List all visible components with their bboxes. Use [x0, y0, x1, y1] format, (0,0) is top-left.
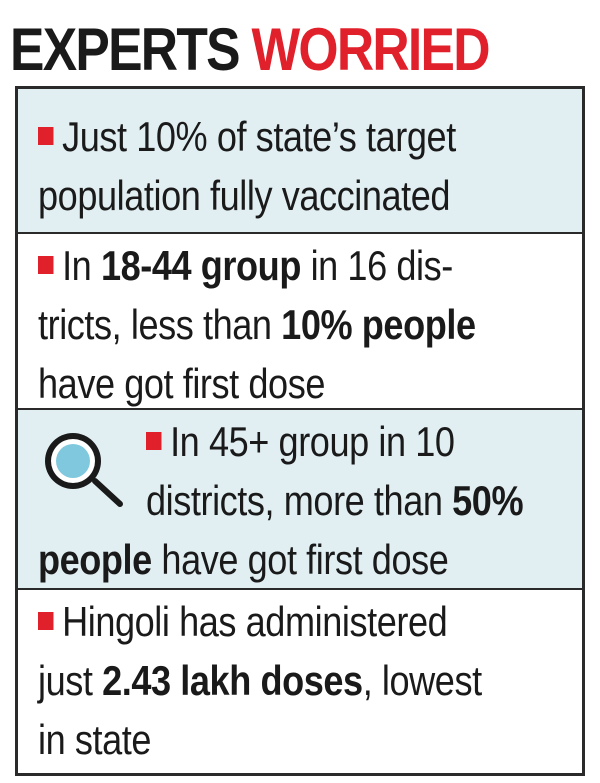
text-segment: In	[62, 242, 101, 289]
fact-item-1-line-2: population fully vaccinated	[38, 172, 451, 219]
fact-item-2: In 18-44 group in 16 dis- tricts, less t…	[18, 234, 582, 408]
page-title: EXPERTS WORRIED	[10, 20, 491, 86]
fact-item-4-line-1: Hingoli has administered	[38, 592, 582, 651]
fact-item-2-text: In 18-44 group in 16 dis- tricts, less t…	[38, 236, 582, 413]
text-segment: in 16 dis-	[300, 242, 454, 289]
fact-item-4: Hingoli has administered just 2.43 lakh …	[18, 590, 582, 773]
divider	[18, 588, 582, 590]
fact-item-4-line-2: just 2.43 lakh doses, lowest	[38, 651, 582, 710]
fact-item-4-line-3: in state	[38, 716, 152, 763]
fact-item-4-text: Hingoli has administered just 2.43 lakh …	[38, 592, 582, 769]
text-bold: 50%	[452, 477, 524, 524]
fact-item-1: Just 10% of state’s target population fu…	[18, 89, 582, 232]
fact-item-1-line-1: Just 10% of state’s target	[38, 107, 582, 166]
fact-item-2-line-1: In 18-44 group in 16 dis-	[38, 236, 582, 295]
header: EXPERTS WORRIED	[10, 6, 592, 86]
text-bold: 2.43 lakh doses	[102, 657, 363, 704]
text-bold: 18-44 group	[100, 242, 301, 289]
fact-item-4-line-1-text: Hingoli has administered	[62, 598, 448, 645]
bullet-icon	[38, 612, 54, 630]
fact-item-1-line-1-text: Just 10% of state’s target	[62, 113, 456, 160]
title-worried: WORRIED	[251, 16, 490, 83]
bullet-icon	[146, 432, 162, 450]
magnifier-icon	[45, 433, 123, 507]
text-segment: tricts, less than	[38, 301, 282, 348]
text-segment: have got first dose	[151, 536, 449, 583]
text-segment: just	[38, 657, 103, 704]
fact-item-2-line-3: have got first dose	[38, 360, 325, 407]
fact-item-3-line-2: districts, more than 50%	[146, 471, 582, 530]
divider	[18, 408, 582, 410]
title-experts: EXPERTS	[10, 16, 241, 83]
facts-box: Just 10% of state’s target population fu…	[15, 86, 585, 776]
fact-item-3-line-1-text: In 45+ group in 10	[170, 418, 455, 465]
fact-item-3-line-3: people have got first dose	[38, 530, 582, 589]
fact-item-3-line-1: In 45+ group in 10	[146, 412, 582, 471]
fact-item-2-line-2: tricts, less than 10% people	[38, 295, 582, 354]
text-segment: districts, more than	[146, 477, 453, 524]
fact-item-1-text: Just 10% of state’s target population fu…	[38, 107, 582, 225]
text-bold: people	[38, 536, 152, 583]
text-segment: , lowest	[362, 657, 482, 704]
fact-item-3: In 45+ group in 10 districts, more than …	[18, 410, 582, 588]
bullet-icon	[38, 256, 54, 274]
divider	[18, 232, 582, 234]
bullet-icon	[38, 127, 54, 145]
text-bold: 10% people	[281, 301, 476, 348]
